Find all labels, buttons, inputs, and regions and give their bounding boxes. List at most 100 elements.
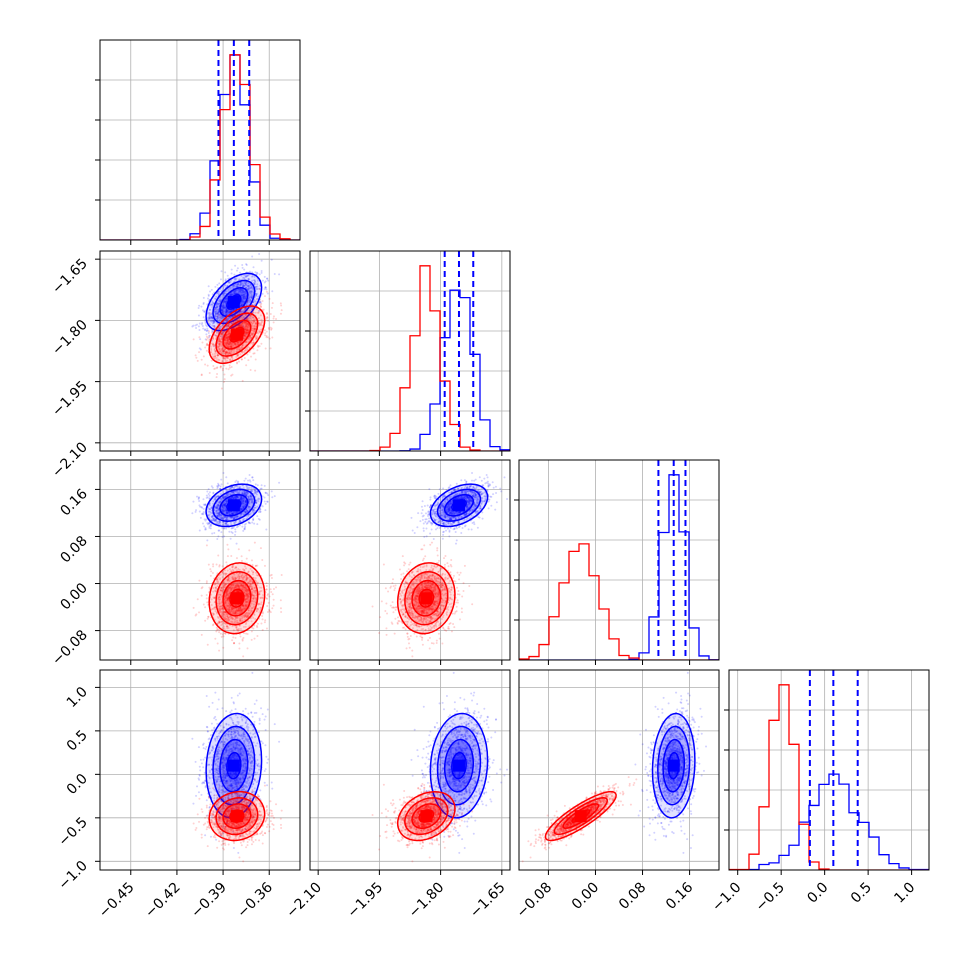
sample-point bbox=[228, 341, 231, 344]
sample-point bbox=[211, 514, 214, 517]
sample-point bbox=[213, 326, 216, 329]
sample-point bbox=[250, 290, 253, 293]
sample-point bbox=[210, 485, 213, 488]
sample-point bbox=[225, 298, 228, 301]
sample-point bbox=[253, 327, 256, 330]
sample-point bbox=[248, 592, 251, 595]
sample-point bbox=[201, 324, 204, 327]
sample-point bbox=[243, 527, 246, 530]
sample-point bbox=[259, 487, 262, 490]
sample-point bbox=[245, 621, 248, 624]
sample-point bbox=[223, 373, 226, 376]
sample-point bbox=[207, 514, 210, 517]
sample-point bbox=[232, 607, 235, 610]
sample-point bbox=[218, 511, 221, 514]
sample-point bbox=[236, 285, 239, 288]
sample-point bbox=[235, 617, 238, 620]
sample-point bbox=[249, 298, 252, 301]
sample-point bbox=[253, 522, 256, 525]
sample-point bbox=[225, 310, 228, 313]
panel-frame bbox=[309, 250, 511, 452]
sample-point bbox=[217, 507, 220, 510]
sample-point bbox=[217, 504, 220, 507]
sample-point bbox=[232, 611, 235, 614]
sample-point bbox=[216, 628, 219, 631]
sample-point bbox=[226, 336, 229, 339]
sample-point bbox=[249, 283, 252, 286]
sample-point bbox=[200, 373, 203, 376]
sample-point bbox=[245, 323, 248, 326]
sample-point bbox=[210, 359, 213, 362]
sample-point bbox=[218, 282, 221, 285]
sample-point bbox=[221, 517, 224, 520]
sample-point bbox=[229, 330, 232, 333]
sample-point bbox=[263, 281, 266, 284]
sample-point bbox=[242, 604, 245, 607]
sample-point bbox=[220, 349, 223, 352]
sample-point bbox=[209, 510, 212, 513]
sample-point bbox=[245, 598, 248, 601]
sample-point bbox=[225, 594, 228, 597]
sample-point bbox=[250, 285, 253, 288]
sample-point bbox=[252, 518, 255, 521]
sample-point bbox=[218, 514, 221, 517]
sample-point bbox=[221, 304, 224, 307]
sample-point bbox=[239, 288, 242, 291]
sample-point bbox=[226, 345, 229, 348]
sample-point bbox=[241, 379, 244, 382]
sample-point bbox=[208, 311, 211, 314]
sample-point bbox=[253, 507, 256, 510]
sample-point bbox=[256, 523, 259, 526]
sample-point bbox=[267, 494, 270, 497]
sample-point bbox=[224, 343, 227, 346]
sample-point bbox=[211, 624, 214, 627]
sample-point bbox=[230, 615, 233, 618]
sample-point bbox=[216, 323, 219, 326]
sample-point bbox=[247, 521, 250, 524]
sample-point bbox=[237, 515, 240, 518]
sample-point bbox=[231, 527, 234, 530]
sample-point bbox=[261, 611, 264, 614]
sample-point bbox=[271, 290, 274, 293]
sample-point bbox=[218, 302, 221, 305]
sample-point bbox=[215, 334, 218, 337]
sample-point bbox=[237, 348, 240, 351]
sample-point bbox=[235, 569, 238, 572]
sample-point bbox=[253, 320, 256, 323]
sample-point bbox=[227, 577, 230, 580]
sample-point bbox=[256, 582, 259, 585]
sample-point bbox=[256, 288, 259, 291]
sample-point bbox=[249, 612, 252, 615]
sample-point bbox=[243, 615, 246, 618]
sample-point bbox=[216, 306, 219, 309]
sample-point bbox=[222, 312, 225, 315]
sample-point bbox=[272, 321, 275, 324]
sample-point bbox=[199, 505, 202, 508]
sample-point bbox=[200, 323, 203, 326]
sample-point bbox=[248, 270, 251, 273]
sample-point bbox=[245, 325, 248, 328]
sample-point bbox=[251, 476, 254, 479]
sample-point bbox=[250, 588, 253, 591]
sample-point bbox=[236, 515, 239, 518]
sample-point bbox=[243, 334, 246, 337]
sample-point bbox=[245, 340, 248, 343]
sample-point bbox=[212, 519, 215, 522]
sample-point bbox=[225, 342, 228, 345]
sample-point bbox=[220, 352, 223, 355]
sample-point bbox=[218, 344, 221, 347]
sample-point bbox=[225, 299, 228, 302]
sample-point bbox=[235, 285, 238, 288]
sample-point bbox=[249, 580, 252, 583]
sample-point bbox=[258, 273, 261, 276]
sample-point bbox=[226, 615, 229, 618]
sample-point bbox=[223, 584, 226, 587]
sample-point bbox=[234, 490, 237, 493]
sample-point bbox=[219, 342, 222, 345]
sample-point bbox=[228, 332, 231, 335]
sample-point bbox=[233, 576, 236, 579]
sample-point bbox=[223, 306, 226, 309]
sample-point bbox=[224, 358, 227, 361]
sample-point bbox=[242, 297, 245, 300]
sample-point bbox=[246, 329, 249, 332]
